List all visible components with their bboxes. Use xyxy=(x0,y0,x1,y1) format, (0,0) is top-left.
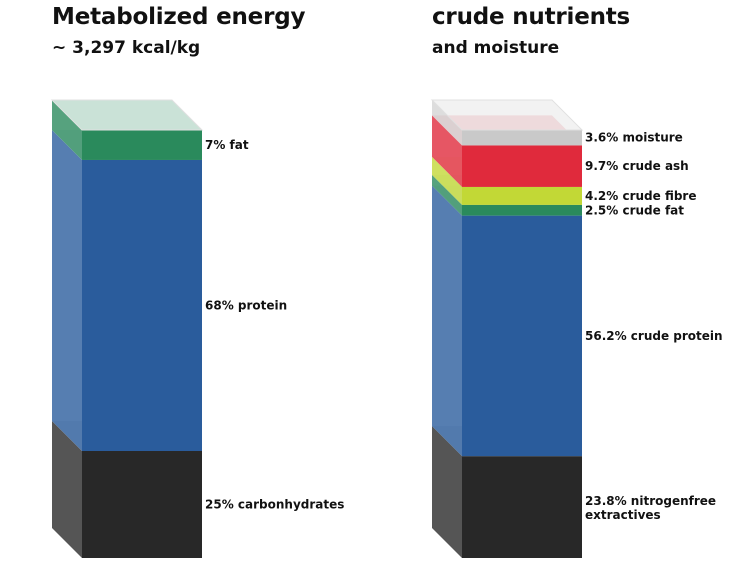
segment-front-face xyxy=(462,186,582,205)
segment-side-face xyxy=(432,426,462,558)
column-1: 25% carbonhydrates 68% protein 7% fat xyxy=(50,99,344,558)
segment-label-nitrogenfree-extractives: 23.8% nitrogenfree extractives xyxy=(585,494,716,522)
segment-front-face xyxy=(462,215,582,457)
segment-label-crude-ash: 9.7% crude ash xyxy=(585,159,689,173)
segment-label-crude-fibre: 4.2% crude fibre xyxy=(585,189,696,203)
segment-front-face xyxy=(462,456,582,558)
segment-front-face xyxy=(82,451,202,558)
segment-side-face xyxy=(52,100,82,160)
chart-title-metabolized-energy: Metabolized energy xyxy=(52,4,306,30)
segment-protein: 68% protein xyxy=(52,129,287,451)
segment-side-face xyxy=(52,421,82,558)
segment-front-face xyxy=(462,145,582,187)
segment-side-face xyxy=(432,185,462,457)
segment-top-face xyxy=(432,100,582,130)
segment-side-face xyxy=(432,156,462,205)
column-top-outline xyxy=(430,99,584,131)
chart-subtitle-moisture: and moisture xyxy=(432,38,560,58)
segment-label-carbonhydrates: 25% carbonhydrates xyxy=(205,498,344,512)
chart-title-crude-nutrients: crude nutrients xyxy=(432,4,631,30)
segment-front-face xyxy=(82,159,202,451)
segment-label-protein: 68% protein xyxy=(205,298,287,312)
segment-label-fat: 7% fat xyxy=(205,138,249,152)
segment-front-face xyxy=(462,204,582,216)
column-top-outline xyxy=(50,99,204,131)
segment-moisture: 3.6% moisture xyxy=(432,100,683,146)
segment-front-face xyxy=(462,130,582,146)
segment-side-face xyxy=(432,115,462,187)
segment-top-face xyxy=(52,100,202,130)
segment-side-face xyxy=(432,100,462,146)
column-2: 23.8% nitrogenfree extractives 56.2% crude… xyxy=(430,99,723,558)
segment-label-moisture: 3.6% moisture xyxy=(585,131,683,145)
segment-fat: 7% fat xyxy=(52,100,249,160)
segment-side-face xyxy=(432,174,462,216)
chart-subtitle-energy-value: ~ 3,297 kcal/kg xyxy=(52,38,201,58)
segment-label-crude-fat: 2.5% crude fat xyxy=(585,203,684,217)
segment-crude-protein: 56.2% crude protein xyxy=(432,185,723,457)
segment-front-face xyxy=(82,130,202,160)
segment-label-crude-protein: 56.2% crude protein xyxy=(585,329,723,343)
segment-side-face xyxy=(52,129,82,451)
